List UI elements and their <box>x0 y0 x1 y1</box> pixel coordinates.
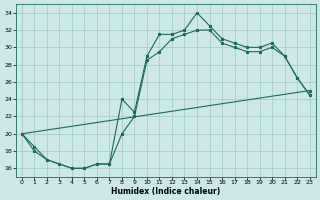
X-axis label: Humidex (Indice chaleur): Humidex (Indice chaleur) <box>111 187 220 196</box>
